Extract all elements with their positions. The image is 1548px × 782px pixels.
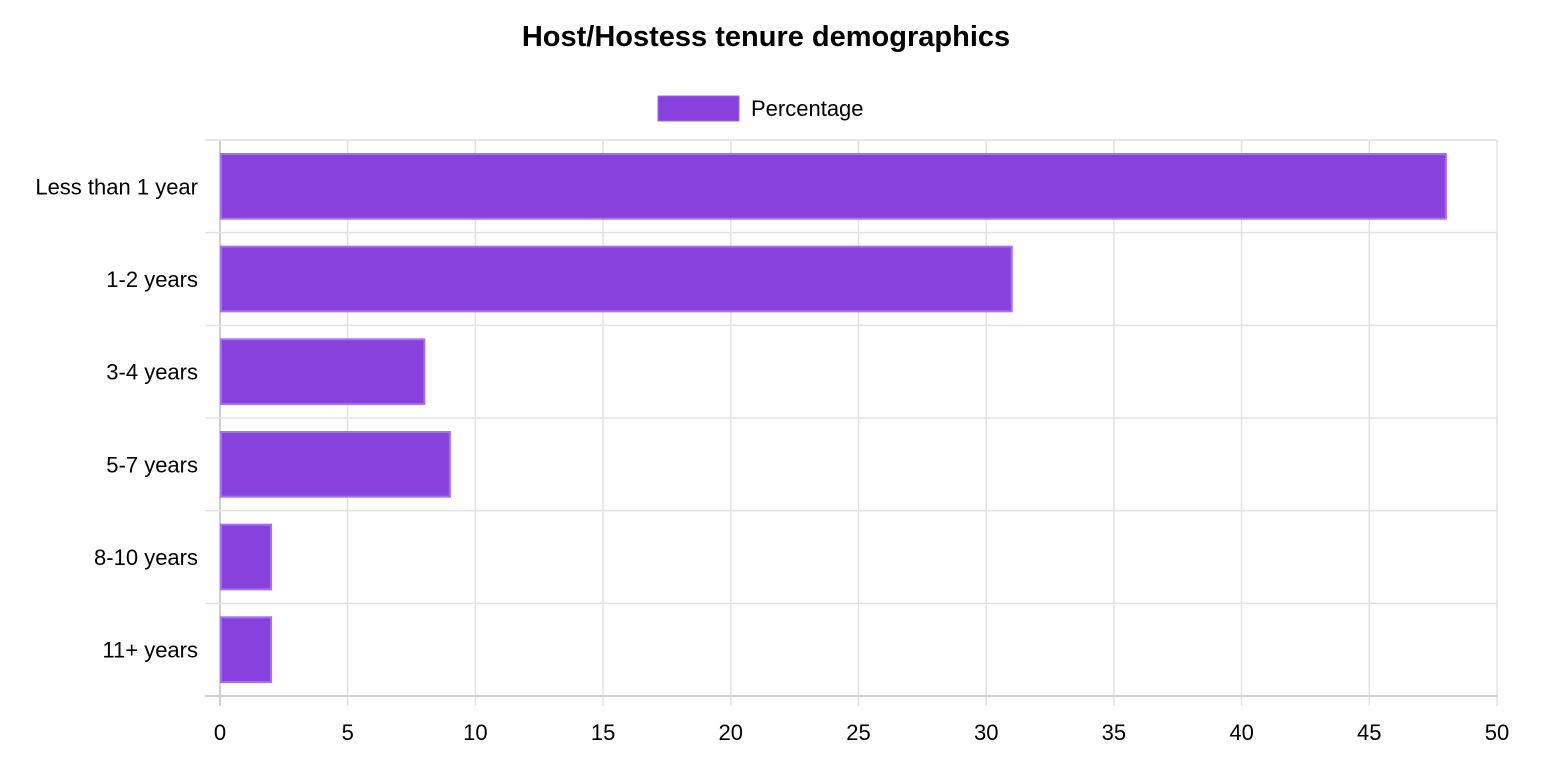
x-tick-label: 10 — [463, 720, 487, 745]
gridlines — [205, 139, 1498, 706]
x-tick-label: 50 — [1485, 720, 1509, 745]
y-tick-label: 5-7 years — [106, 452, 198, 477]
legend-label: Percentage — [751, 96, 864, 121]
bar — [220, 245, 1013, 313]
x-tick-label: 25 — [846, 720, 870, 745]
x-tick-label: 20 — [719, 720, 743, 745]
bars — [220, 153, 1447, 683]
legend-swatch — [657, 95, 740, 122]
legend: Percentage — [657, 95, 864, 122]
y-tick-label: 8-10 years — [94, 545, 198, 570]
y-tick-label: 1-2 years — [106, 267, 198, 292]
x-axis: 0 5 10 15 20 25 30 35 40 45 50 — [214, 720, 1509, 745]
y-tick-label: 11+ years — [102, 638, 198, 663]
x-tick-label: 30 — [974, 720, 998, 745]
chart-title: Host/Hostess tenure demographics — [522, 21, 1010, 53]
y-axis: Less than 1 year 1-2 years 3-4 years 5-7 ye… — [35, 174, 198, 662]
x-tick-label: 0 — [214, 720, 226, 745]
x-tick-label: 15 — [591, 720, 615, 745]
bar — [220, 338, 426, 406]
x-tick-label: 35 — [1102, 720, 1126, 745]
x-tick-label: 5 — [342, 720, 354, 745]
y-tick-label: Less than 1 year — [35, 174, 198, 199]
x-tick-label: 45 — [1357, 720, 1381, 745]
bar — [220, 431, 451, 498]
bar — [220, 616, 273, 683]
bar — [220, 523, 273, 591]
x-tick-label: 40 — [1229, 720, 1253, 745]
y-tick-label: 3-4 years — [106, 360, 198, 385]
bar — [220, 153, 1447, 220]
